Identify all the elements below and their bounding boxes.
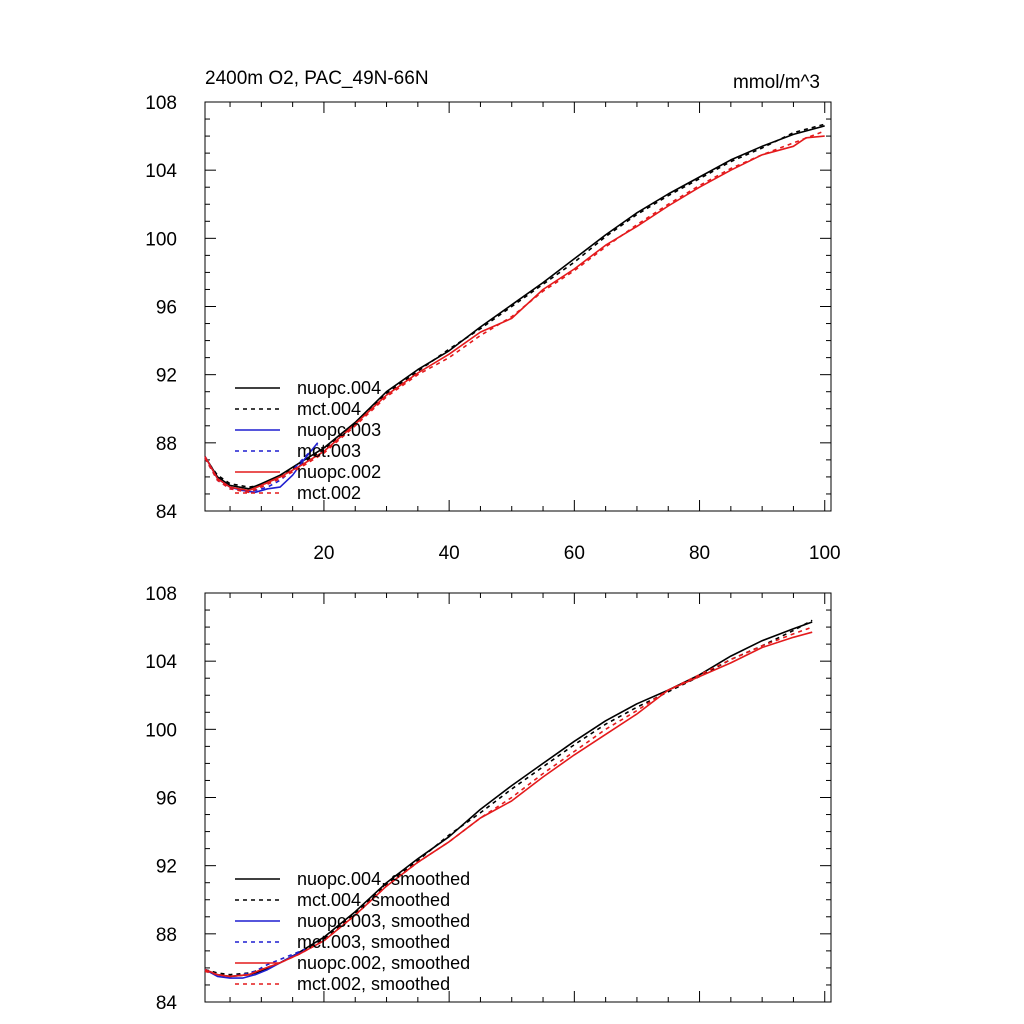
axis-ticks: 84 88 92 96 100 104 108 (145, 584, 831, 1014)
chart-title: 2400m O2, PAC_49N-66N (205, 68, 429, 89)
y-tick-label: 100 (145, 720, 177, 741)
x-tick-label: 40 (439, 543, 460, 564)
legend-label: nuopc.003, smoothed (297, 911, 470, 931)
legend-label: nuopc.002 (297, 462, 381, 482)
x-tick-label: 20 (313, 543, 334, 564)
y-tick-label: 88 (156, 925, 177, 946)
y-tick-label: 104 (145, 652, 177, 673)
series-layer (204, 123, 825, 494)
legend-label: mct.004 (297, 399, 361, 419)
legend-label: nuopc.002, smoothed (297, 953, 470, 973)
x-tick-label: 100 (809, 543, 841, 564)
y-tick-label: 96 (156, 298, 177, 319)
y-tick-label: 84 (156, 502, 178, 523)
series-line (204, 626, 813, 978)
series-line (204, 130, 825, 494)
y-tick-label: 92 (156, 857, 177, 878)
series-line (204, 135, 825, 492)
x-tick-label: 80 (689, 543, 710, 564)
legend-label: mct.002, smoothed (297, 974, 450, 994)
x-tick-label: 60 (564, 543, 585, 564)
legend-label: nuopc.004, smoothed (297, 869, 470, 889)
legend-label: mct.002 (297, 483, 361, 503)
y-tick-label: 108 (145, 93, 177, 114)
y-tick-label: 84 (156, 993, 178, 1014)
y-tick-label: 108 (145, 584, 177, 605)
legend-label: mct.004, smoothed (297, 890, 450, 910)
series-line (204, 125, 825, 490)
top-panel: 2400m O2, PAC_49N-66N mmol/m^3 20 40 60 80 1… (145, 68, 840, 564)
axis-ticks: 20 40 60 80 100 84 88 92 96 100 104 108 (145, 93, 840, 564)
legend-label: nuopc.004 (297, 378, 381, 398)
y-tick-label: 96 (156, 789, 177, 810)
y-tick-label: 88 (156, 434, 177, 455)
legend-label: mct.003 (297, 441, 361, 461)
y-tick-label: 104 (145, 161, 177, 182)
y-tick-label: 100 (145, 229, 177, 250)
legend-label: mct.003, smoothed (297, 932, 450, 952)
legend: nuopc.004mct.004nuopc.003mct.003nuopc.00… (235, 378, 381, 503)
series-layer (204, 619, 813, 979)
units-label: mmol/m^3 (733, 72, 820, 93)
y-tick-label: 92 (156, 366, 177, 387)
legend-label: nuopc.003 (297, 420, 381, 440)
